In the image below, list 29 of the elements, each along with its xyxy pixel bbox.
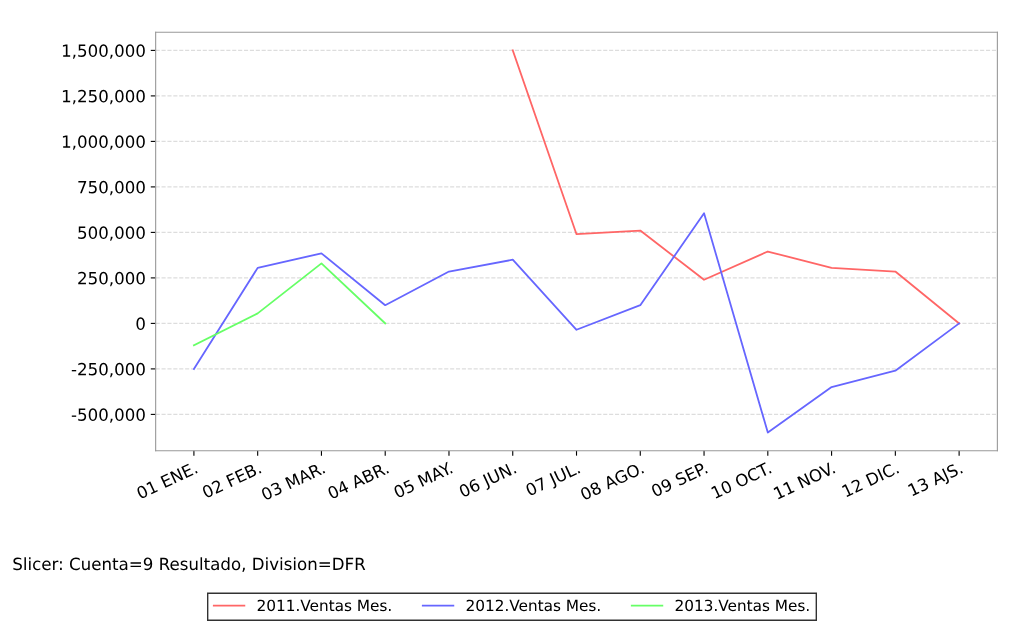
y-tick-label: 0: [136, 317, 145, 330]
line-series: [193, 262, 387, 347]
x-tick-label: 02 FEB.: [201, 461, 262, 499]
y-tick-label: 750,000: [78, 180, 145, 196]
x-tick-label: 12 DIC.: [841, 461, 900, 498]
x-tick-label: 05 MAY.: [392, 461, 453, 499]
x-tick-label: 07 JUL.: [524, 461, 582, 500]
line-series: [511, 49, 961, 325]
text: Slicer: Cuenta=9 Resultado, Division=DFR: [13, 557, 366, 572]
x-tick-label: 10 OCT.: [710, 461, 772, 499]
y-tick-label: 1,500,000: [62, 44, 145, 59]
y-tick-label: 500,000: [78, 226, 145, 241]
x-tick-label: 06 JUN.: [458, 461, 518, 501]
x-tick-label: 13 AJS.: [907, 461, 965, 500]
x-tick-label: 01 ENE.: [135, 461, 198, 500]
y-tick-label: 1,250,000: [62, 89, 145, 105]
line-series: [193, 212, 961, 434]
y-tick-label: 1,000,000: [62, 135, 145, 150]
y-tick-label: 250,000: [78, 271, 145, 287]
x-tick-label: 08 AGO.: [579, 461, 645, 501]
x-tick-label: 03 MAR.: [260, 461, 326, 501]
x-tick-label: 04 ABR.: [326, 461, 390, 500]
y-tick-label: -250,000: [71, 362, 145, 378]
y-tick-label: -500,000: [71, 408, 145, 423]
x-tick-label: 11 NOV.: [773, 461, 836, 500]
x-tick-label: 09 SEP.: [650, 461, 708, 498]
legend-label: 2011.Ventas Mes.: [257, 599, 391, 612]
legend-label: 2012.Ventas Mes.: [466, 599, 600, 612]
legend-label: 2013.Ventas Mes.: [675, 599, 809, 612]
